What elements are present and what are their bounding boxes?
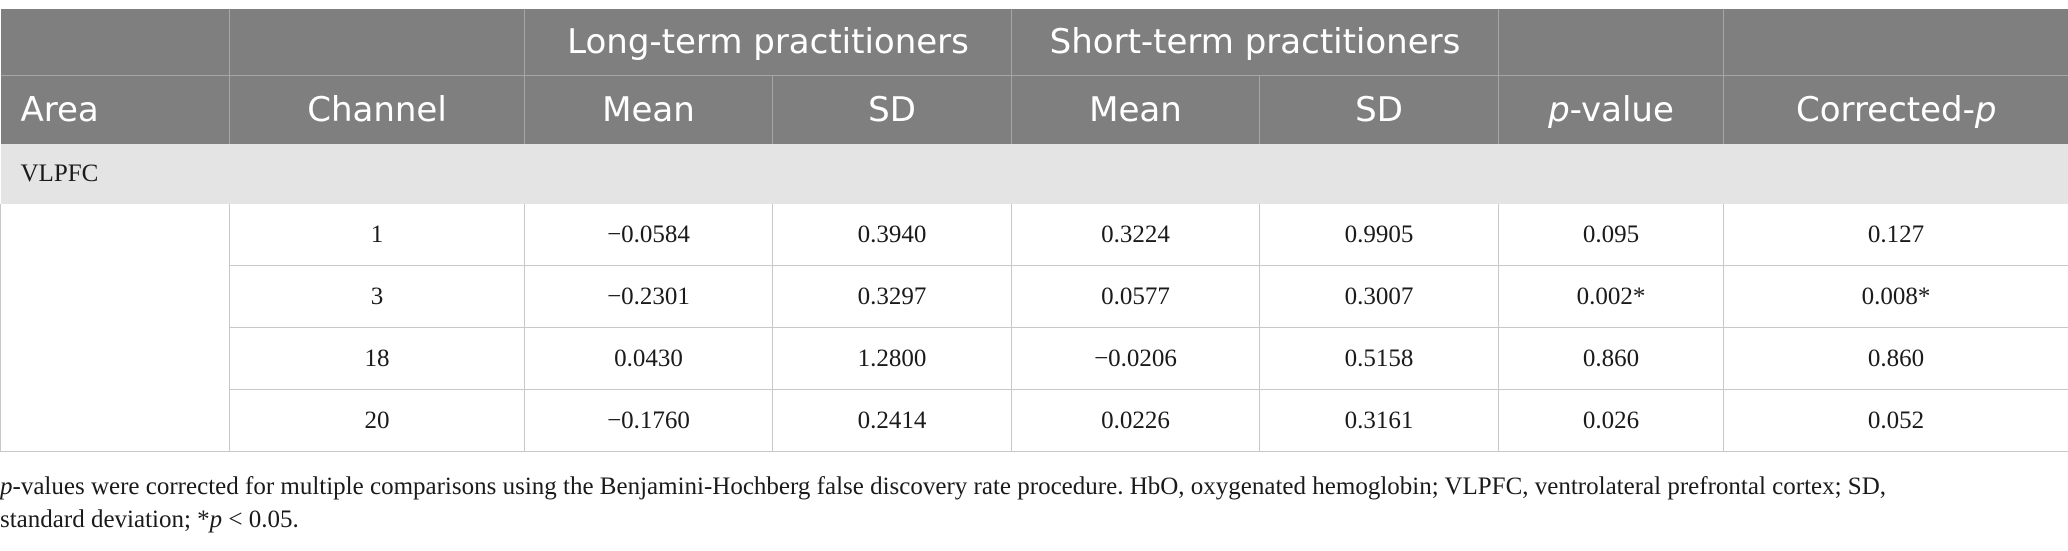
corrected-prefix: Corrected- <box>1796 90 1975 130</box>
st-sd-cell: 0.9905 <box>1259 204 1499 266</box>
lt-mean-cell: −0.0584 <box>524 204 773 266</box>
group-header-row: Long-term practitioners Short-term pract… <box>0 9 2068 76</box>
short-term-mean-header: Mean <box>1011 75 1260 144</box>
footnote-line2-start: standard deviation; * <box>0 506 210 533</box>
section-row-vlpfc: VLPFC <box>0 144 2068 204</box>
p-symbol: p <box>1974 90 1997 130</box>
empty-header-cell <box>1723 9 2068 76</box>
corrected-p-cell: 0.008* <box>1723 265 2068 328</box>
column-header-row: Area Channel Mean SD Mean SD p-value Cor… <box>0 75 2068 144</box>
lt-sd-cell: 0.3297 <box>772 265 1012 328</box>
footnote-line2-end: < 0.05. <box>222 506 299 533</box>
table-header: Long-term practitioners Short-term pract… <box>0 9 2068 144</box>
table-row: 3 −0.2301 0.3297 0.0577 0.3007 0.002* 0.… <box>1 265 2068 328</box>
lt-mean-cell: −0.1760 <box>524 389 773 452</box>
st-mean-cell: 0.3224 <box>1011 204 1260 266</box>
area-cell <box>0 204 230 452</box>
lt-mean-cell: −0.2301 <box>524 265 773 328</box>
table-row: 20 −0.1760 0.2414 0.0226 0.3161 0.026 0.… <box>1 389 2068 452</box>
lt-mean-cell: 0.0430 <box>524 327 773 390</box>
st-mean-cell: 0.0577 <box>1011 265 1260 328</box>
p-value-suffix: -value <box>1569 90 1674 130</box>
p-value-cell: 0.860 <box>1498 327 1724 390</box>
results-table: Long-term practitioners Short-term pract… <box>0 9 2068 452</box>
p-value-cell: 0.026 <box>1498 389 1724 452</box>
results-table-container: Long-term practitioners Short-term pract… <box>0 9 2068 452</box>
corrected-p-cell: 0.052 <box>1723 389 2068 452</box>
empty-header-cell <box>1498 9 1724 76</box>
corrected-p-cell: 0.127 <box>1723 204 2068 266</box>
channel-column-header: Channel <box>229 75 525 144</box>
short-term-sd-header: SD <box>1259 75 1499 144</box>
data-rows: 1 −0.0584 0.3940 0.3224 0.9905 0.095 0.1… <box>0 204 2068 452</box>
lt-sd-cell: 0.2414 <box>772 389 1012 452</box>
channel-cell: 20 <box>229 389 525 452</box>
empty-header-cell <box>229 9 525 76</box>
footnote-p-symbol: p <box>0 473 13 500</box>
p-value-cell: 0.002* <box>1498 265 1724 328</box>
st-mean-cell: −0.0206 <box>1011 327 1260 390</box>
table-footnote: p-values were corrected for multiple com… <box>0 470 2060 536</box>
long-term-group-header: Long-term practitioners <box>524 9 1012 76</box>
channel-cell: 1 <box>229 204 525 266</box>
corrected-p-cell: 0.860 <box>1723 327 2068 390</box>
table-row: 18 0.0430 1.2800 −0.0206 0.5158 0.860 0.… <box>1 327 2068 390</box>
st-sd-cell: 0.3161 <box>1259 389 1499 452</box>
st-sd-cell: 0.3007 <box>1259 265 1499 328</box>
area-column-header: Area <box>0 75 230 144</box>
footnote-p-symbol: p <box>209 506 223 533</box>
long-term-sd-header: SD <box>772 75 1012 144</box>
short-term-group-header: Short-term practitioners <box>1011 9 1499 76</box>
table-row: 1 −0.0584 0.3940 0.3224 0.9905 0.095 0.1… <box>0 204 2068 452</box>
channel-cell: 3 <box>229 265 525 328</box>
empty-header-cell <box>0 9 230 76</box>
p-value-cell: 0.095 <box>1498 204 1724 266</box>
st-sd-cell: 0.5158 <box>1259 327 1499 390</box>
lt-sd-cell: 1.2800 <box>772 327 1012 390</box>
channel-cell: 18 <box>229 327 525 390</box>
lt-sd-cell: 0.3940 <box>772 204 1012 266</box>
long-term-mean-header: Mean <box>524 75 773 144</box>
p-symbol: p <box>1548 90 1570 130</box>
st-mean-cell: 0.0226 <box>1011 389 1260 452</box>
section-body: VLPFC <box>0 144 2068 204</box>
corrected-p-header: Corrected-p <box>1723 75 2068 144</box>
section-label: VLPFC <box>0 144 2068 204</box>
p-value-header: p-value <box>1498 75 1724 144</box>
footnote-line1: -values were corrected for multiple comp… <box>12 473 1887 500</box>
